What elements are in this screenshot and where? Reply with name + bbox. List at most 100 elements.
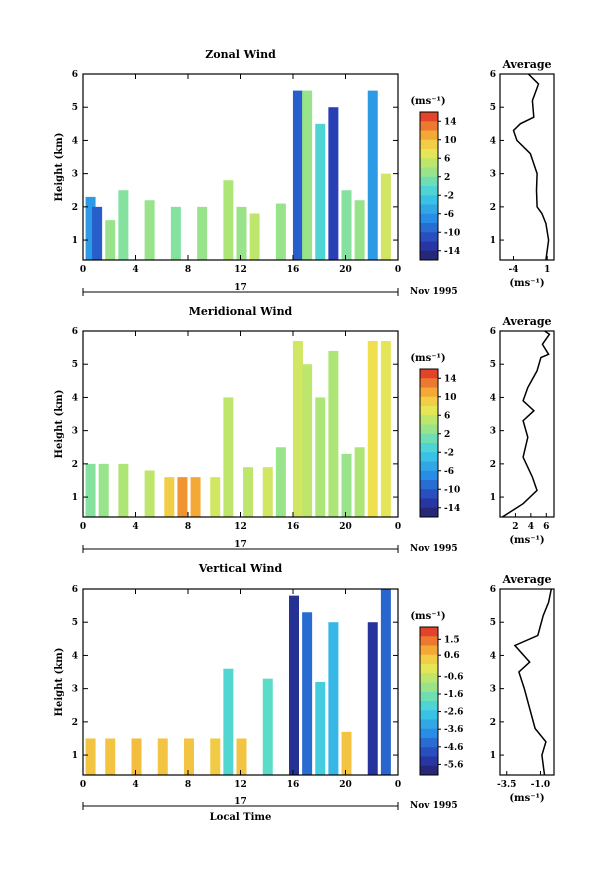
average-y-tick-label: 6 [490, 585, 496, 595]
colorbar-tick-label: -5.6 [444, 760, 463, 770]
colorbar-tick-label: -2 [444, 448, 454, 458]
data-column [223, 397, 234, 517]
data-column [367, 622, 378, 775]
data-column [85, 463, 96, 517]
average-y-tick-label: 4 [490, 136, 496, 146]
y-axis-label: Height (km) [54, 133, 65, 202]
y-tick-label: 4 [72, 136, 78, 146]
colorbar-swatch [420, 470, 438, 481]
colorbar-tick-label: -2.6 [444, 708, 463, 718]
average-x-tick-label: -1.0 [531, 780, 550, 790]
colorbar-swatch [420, 213, 438, 224]
data-column [177, 477, 188, 517]
data-column [184, 738, 194, 775]
colorbar-swatch [420, 433, 438, 444]
colorbar-tick-label: 2 [444, 173, 450, 183]
data-column [341, 731, 352, 775]
colorbar-swatch [420, 728, 438, 739]
average-y-tick-label: 3 [490, 170, 496, 180]
x-tick-label: 16 [287, 265, 300, 275]
colorbar-swatch [420, 498, 438, 509]
colorbar-swatch [420, 176, 438, 187]
average-y-tick-label: 4 [490, 393, 496, 403]
colorbar-swatch [420, 204, 438, 215]
date-label: 17 [234, 283, 247, 293]
y-tick-label: 1 [72, 236, 78, 246]
colorbar-swatch [420, 424, 438, 435]
data-column [354, 200, 365, 260]
x-tick-label: 8 [185, 265, 191, 275]
colorbar-frame [419, 368, 439, 518]
y-tick-label: 5 [72, 103, 78, 113]
y-tick-label: 2 [72, 460, 78, 470]
colorbar-swatch [420, 636, 438, 646]
colorbar-tick-label: 10 [444, 393, 457, 403]
data-column [275, 203, 286, 260]
x-tick-label: 20 [339, 780, 352, 790]
colorbar-swatch [420, 387, 438, 398]
average-y-tick-label: 3 [490, 427, 496, 437]
colorbar-tick-label: 14 [444, 374, 457, 384]
x-tick-label: 16 [287, 780, 300, 790]
colorbar-swatch [420, 241, 438, 252]
data-column [275, 447, 286, 517]
y-tick-label: 3 [72, 170, 78, 180]
data-column [236, 206, 247, 260]
colorbar-swatch [420, 167, 438, 178]
colorbar-swatch [420, 369, 438, 379]
data-column [315, 123, 326, 260]
average-y-tick-label: 1 [490, 236, 496, 246]
data-column [249, 213, 260, 260]
colorbar-swatch [420, 232, 438, 242]
colorbar-swatch [420, 765, 438, 776]
colorbar-swatch [420, 627, 438, 637]
y-tick-label: 3 [72, 427, 78, 437]
colorbar-tick-label: -4.6 [444, 743, 463, 753]
colorbar-swatch [420, 664, 438, 674]
data-column [354, 447, 365, 517]
colorbar-swatch [420, 121, 438, 131]
data-column [85, 738, 96, 775]
colorbar-swatch [420, 112, 438, 122]
x-tick-label: 8 [185, 780, 191, 790]
data-column [289, 595, 299, 775]
colorbar-swatch [420, 139, 438, 150]
colorbar-swatch [420, 673, 438, 683]
x-tick-label: 0 [80, 522, 86, 532]
data-column [144, 200, 155, 260]
x-tick-label: 0 [395, 780, 401, 790]
data-column [131, 738, 142, 775]
data-column [315, 682, 326, 775]
colorbar-swatch [420, 452, 438, 462]
colorbar-swatch [420, 149, 438, 159]
month-label: Nov 1995 [410, 287, 458, 297]
data-column [85, 196, 96, 260]
colorbar-swatch [420, 682, 438, 693]
average-frame [499, 73, 555, 261]
average-y-tick-label: 5 [490, 360, 496, 370]
data-column [164, 477, 175, 517]
data-column [302, 612, 313, 775]
data-column [118, 463, 129, 517]
colorbar-tick-label: 14 [444, 117, 457, 127]
data-column [302, 90, 313, 260]
colorbar-swatch [420, 223, 438, 233]
colorbar-tick-label: -3.6 [444, 725, 463, 735]
y-tick-label: 6 [72, 585, 78, 595]
average-x-tick-label: 2 [512, 522, 518, 532]
average-frame [499, 588, 555, 776]
data-column [292, 340, 303, 517]
colorbar-swatch [420, 645, 438, 656]
x-tick-label: 0 [80, 780, 86, 790]
data-column [315, 397, 326, 517]
y-axis-label: Height (km) [54, 648, 65, 717]
average-x-tick-label: 1 [544, 265, 550, 275]
data-column [190, 477, 201, 517]
colorbar-swatch [420, 480, 438, 490]
y-tick-label: 3 [72, 685, 78, 695]
colorbar-tick-label: 10 [444, 136, 457, 146]
data-column [223, 668, 234, 775]
